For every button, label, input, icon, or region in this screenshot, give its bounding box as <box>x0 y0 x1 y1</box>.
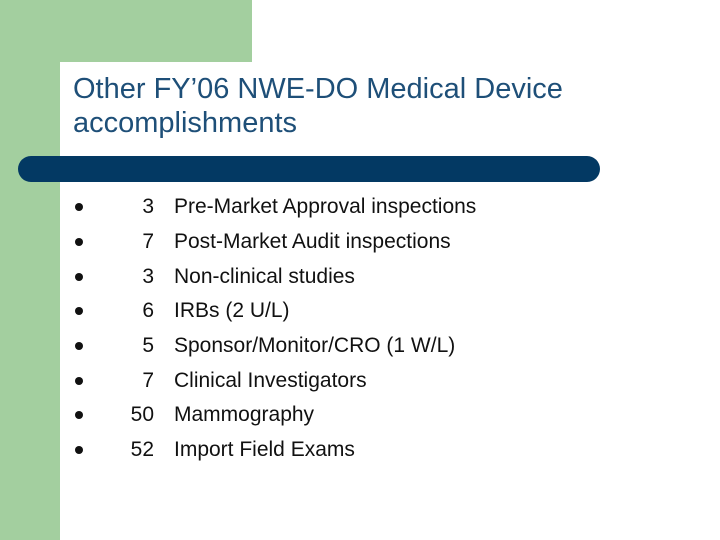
item-count: 3 <box>142 264 154 288</box>
item-label: Sponsor/Monitor/CRO (1 W/L) <box>174 334 456 358</box>
bullet-icon <box>75 446 83 455</box>
item-count: 7 <box>142 368 154 392</box>
slide-content-panel <box>60 62 720 540</box>
item-count: 5 <box>142 334 154 358</box>
list-item: 6 IRBs (2 U/L) <box>72 294 672 329</box>
list-item: 3 Non-clinical studies <box>72 259 672 294</box>
bullet-icon <box>75 376 83 385</box>
list-item: 7 Post-Market Audit inspections <box>72 225 672 260</box>
item-count: 50 <box>130 403 154 427</box>
item-count: 52 <box>130 438 154 462</box>
list-item: 5 Sponsor/Monitor/CRO (1 W/L) <box>72 329 672 364</box>
item-count: 6 <box>142 299 154 323</box>
item-label: Mammography <box>174 403 315 427</box>
list-item: 7 Clinical Investigators <box>72 363 672 398</box>
list-item: 52 Import Field Exams <box>72 433 672 468</box>
title-divider-bar <box>18 156 600 182</box>
item-count: 7 <box>142 230 154 254</box>
slide-title-line-1: Other FY’06 NWE-DO Medical Device <box>73 73 563 105</box>
list-item: 3 Pre-Market Approval inspections <box>72 190 672 225</box>
item-label: Import Field Exams <box>174 438 355 462</box>
item-label: IRBs (2 U/L) <box>174 299 290 323</box>
decorative-green-band-left <box>0 0 60 540</box>
slide-title-line-2: accomplishments <box>73 107 298 139</box>
bullet-icon <box>75 203 83 212</box>
accomplishments-list: 3 Pre-Market Approval inspections 7 Post… <box>72 190 672 468</box>
slide-title: Other FY’06 NWE-DO Medical Device accomp… <box>73 72 693 140</box>
item-count: 3 <box>142 195 154 219</box>
list-item: 50 Mammography <box>72 398 672 433</box>
bullet-icon <box>75 342 83 351</box>
bullet-icon <box>75 411 83 420</box>
bullet-icon <box>75 238 83 247</box>
item-label: Post-Market Audit inspections <box>174 230 451 254</box>
item-label: Pre-Market Approval inspections <box>174 195 477 219</box>
item-label: Clinical Investigators <box>174 368 367 392</box>
bullet-icon <box>75 307 83 316</box>
item-label: Non-clinical studies <box>174 264 355 288</box>
bullet-icon <box>75 272 83 281</box>
